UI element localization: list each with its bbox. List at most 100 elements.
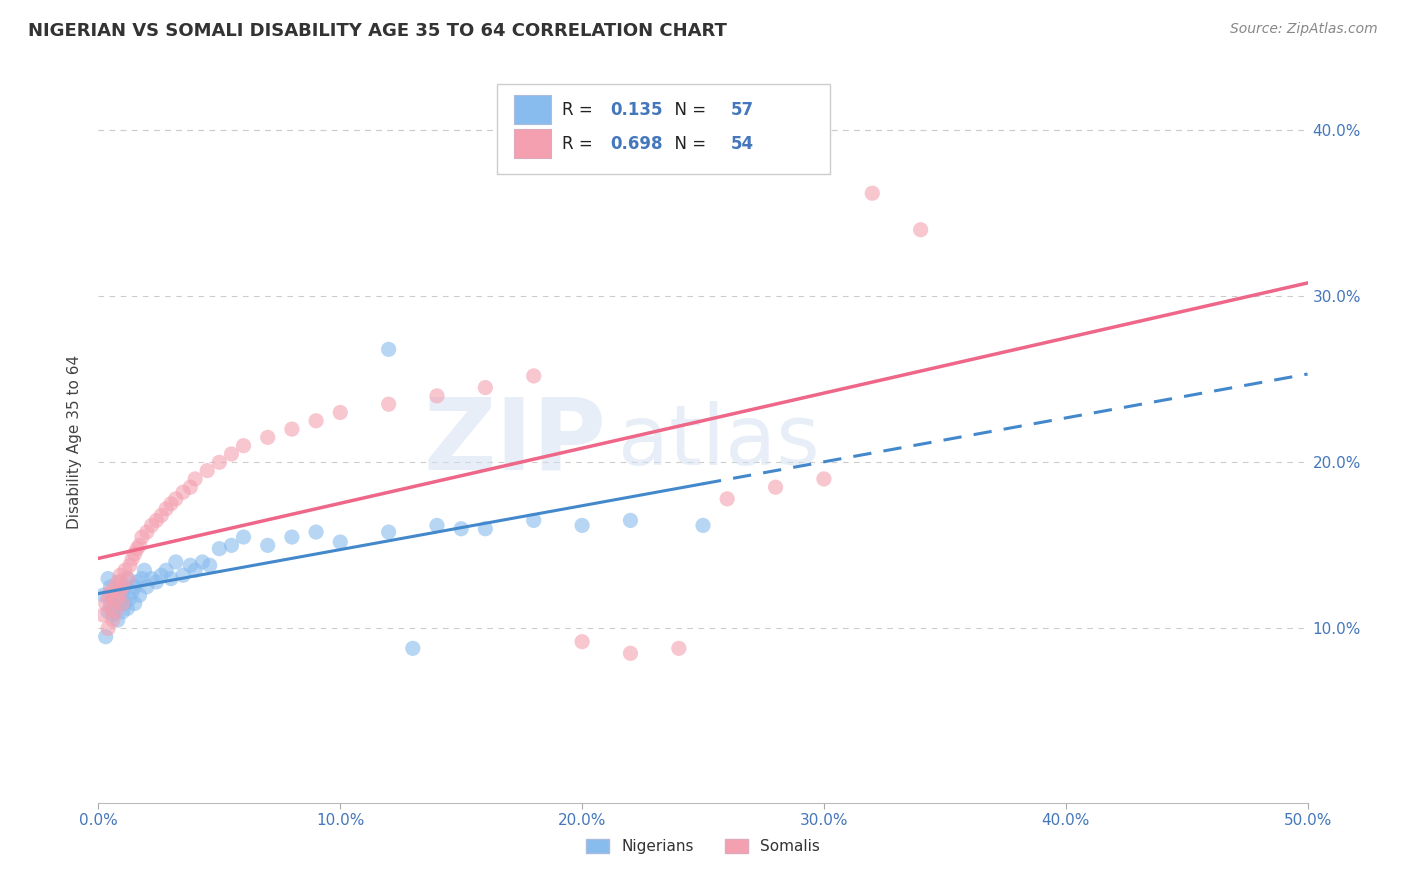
- Point: [135, 524, 157, 539]
- Point: [118, 558, 141, 573]
- Point: [232, 530, 254, 544]
- Point: [377, 397, 399, 411]
- Text: Source: ZipAtlas.com: Source: ZipAtlas.com: [1230, 22, 1378, 37]
- Point: [474, 380, 496, 394]
- Point: [131, 572, 153, 586]
- Text: 54: 54: [731, 135, 754, 153]
- FancyBboxPatch shape: [515, 129, 551, 158]
- Point: [111, 580, 134, 594]
- Text: 57: 57: [731, 101, 754, 119]
- Point: [619, 646, 641, 660]
- Point: [195, 464, 218, 478]
- Point: [101, 613, 124, 627]
- Point: [150, 508, 173, 523]
- Point: [91, 588, 114, 602]
- Point: [128, 588, 150, 602]
- Point: [184, 472, 207, 486]
- Point: [94, 630, 117, 644]
- Text: N =: N =: [664, 135, 711, 153]
- Text: N =: N =: [664, 101, 711, 119]
- Point: [571, 518, 593, 533]
- Point: [221, 538, 243, 552]
- Point: [117, 572, 139, 586]
- Point: [91, 608, 114, 623]
- Point: [377, 524, 399, 539]
- Point: [172, 485, 194, 500]
- Point: [124, 547, 146, 561]
- Point: [256, 538, 278, 552]
- Point: [305, 524, 328, 539]
- Point: [121, 551, 143, 566]
- Point: [450, 522, 472, 536]
- Point: [571, 634, 593, 648]
- Point: [104, 601, 127, 615]
- Point: [765, 480, 787, 494]
- Point: [108, 568, 131, 582]
- FancyBboxPatch shape: [498, 84, 830, 174]
- Point: [114, 597, 136, 611]
- Point: [208, 541, 231, 556]
- Point: [523, 513, 546, 527]
- Point: [426, 518, 449, 533]
- Point: [329, 405, 352, 419]
- Point: [145, 513, 167, 527]
- Point: [101, 608, 124, 623]
- Text: NIGERIAN VS SOMALI DISABILITY AGE 35 TO 64 CORRELATION CHART: NIGERIAN VS SOMALI DISABILITY AGE 35 TO …: [28, 22, 727, 40]
- Text: ZIP: ZIP: [423, 393, 606, 490]
- Point: [100, 585, 122, 599]
- Point: [141, 572, 163, 586]
- Point: [135, 580, 157, 594]
- Point: [329, 535, 352, 549]
- Point: [124, 580, 146, 594]
- Point: [305, 414, 328, 428]
- Point: [111, 588, 134, 602]
- Point: [377, 343, 399, 357]
- Point: [97, 605, 120, 619]
- Point: [100, 601, 122, 615]
- Point: [107, 597, 129, 611]
- Text: R =: R =: [561, 135, 598, 153]
- Point: [165, 555, 187, 569]
- Point: [813, 472, 835, 486]
- Point: [100, 580, 122, 594]
- Point: [172, 568, 194, 582]
- Point: [128, 538, 150, 552]
- Point: [281, 530, 304, 544]
- Legend: Nigerians, Somalis: Nigerians, Somalis: [581, 833, 825, 860]
- Point: [860, 186, 883, 201]
- Point: [155, 563, 177, 577]
- Point: [910, 223, 932, 237]
- Point: [208, 455, 231, 469]
- Point: [121, 585, 143, 599]
- Point: [281, 422, 304, 436]
- Point: [101, 591, 124, 606]
- Point: [160, 497, 183, 511]
- Point: [97, 621, 120, 635]
- Point: [191, 555, 214, 569]
- Point: [117, 601, 139, 615]
- Point: [232, 439, 254, 453]
- Point: [145, 574, 167, 589]
- Point: [198, 558, 221, 573]
- Text: R =: R =: [561, 101, 598, 119]
- Point: [155, 501, 177, 516]
- Point: [141, 518, 163, 533]
- Point: [111, 605, 134, 619]
- Point: [716, 491, 738, 506]
- Point: [107, 591, 129, 606]
- Point: [150, 568, 173, 582]
- Point: [402, 641, 425, 656]
- Point: [108, 574, 131, 589]
- Point: [114, 580, 136, 594]
- Point: [127, 541, 149, 556]
- Point: [179, 558, 201, 573]
- Point: [692, 518, 714, 533]
- Point: [104, 585, 127, 599]
- Point: [97, 588, 120, 602]
- Point: [165, 491, 187, 506]
- FancyBboxPatch shape: [515, 95, 551, 124]
- Point: [256, 430, 278, 444]
- Point: [107, 613, 129, 627]
- Point: [124, 597, 146, 611]
- Point: [107, 574, 129, 589]
